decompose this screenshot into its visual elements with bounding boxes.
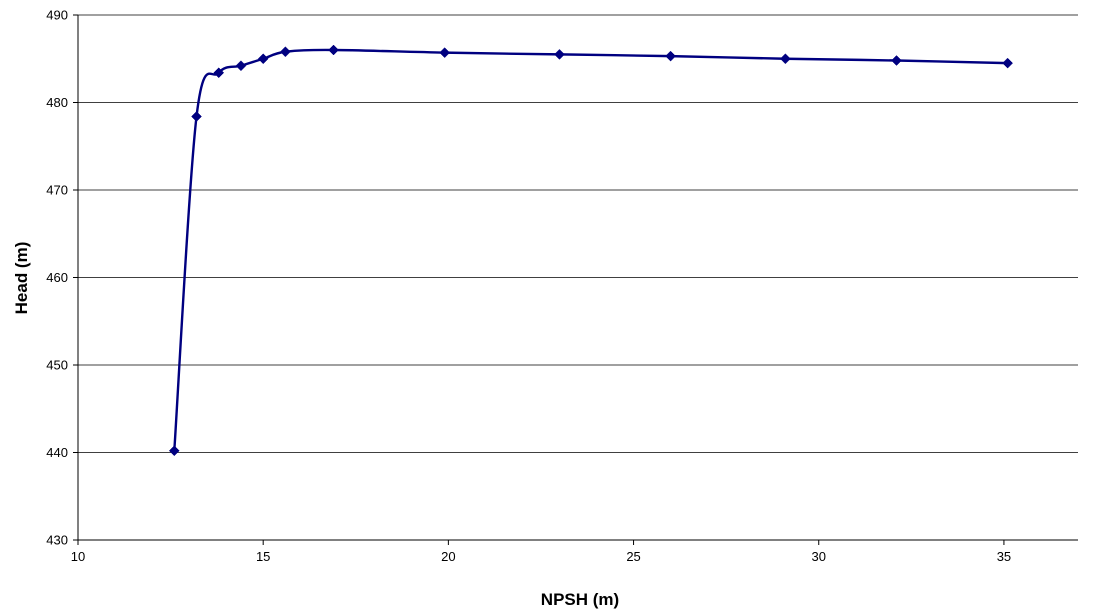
data-point-marker — [439, 47, 451, 58]
series-line — [173, 48, 1008, 451]
x-tick-label: 35 — [997, 549, 1011, 564]
gridlines — [78, 14, 1078, 453]
data-point-marker — [1002, 57, 1013, 69]
data-point-marker — [280, 46, 291, 58]
data-point-marker — [554, 49, 565, 60]
data-point-marker — [213, 67, 225, 79]
x-tick-labels: 10 15 20 25 30 35 — [71, 549, 1011, 564]
x-tick-label: 30 — [812, 549, 826, 564]
y-tick-label: 490 — [46, 8, 68, 23]
data-point-marker — [191, 111, 202, 122]
series-group — [168, 44, 1013, 457]
x-axis-title: NPSH (m) — [541, 590, 619, 609]
data-point-marker — [168, 445, 180, 457]
y-tick-label: 440 — [46, 445, 68, 460]
data-point-marker — [780, 53, 791, 65]
y-tick-label: 470 — [46, 183, 68, 198]
y-tick-label: 460 — [46, 270, 68, 285]
data-point-marker — [891, 55, 902, 66]
data-point-marker — [235, 60, 247, 72]
x-tick-label: 10 — [71, 549, 85, 564]
data-point-marker — [328, 44, 339, 56]
y-tick-label: 450 — [46, 358, 68, 373]
y-tick-labels: 430 440 450 460 470 480 490 — [46, 8, 68, 548]
y-tick-label: 480 — [46, 95, 68, 110]
y-tick-label: 430 — [46, 533, 68, 548]
data-point-marker — [257, 53, 269, 65]
x-tick-label: 25 — [626, 549, 640, 564]
data-point-marker — [665, 50, 676, 62]
x-tick-label: 15 — [256, 549, 270, 564]
x-tick-label: 20 — [441, 549, 455, 564]
axes — [73, 14, 1078, 545]
y-axis-title: Head (m) — [12, 242, 31, 315]
